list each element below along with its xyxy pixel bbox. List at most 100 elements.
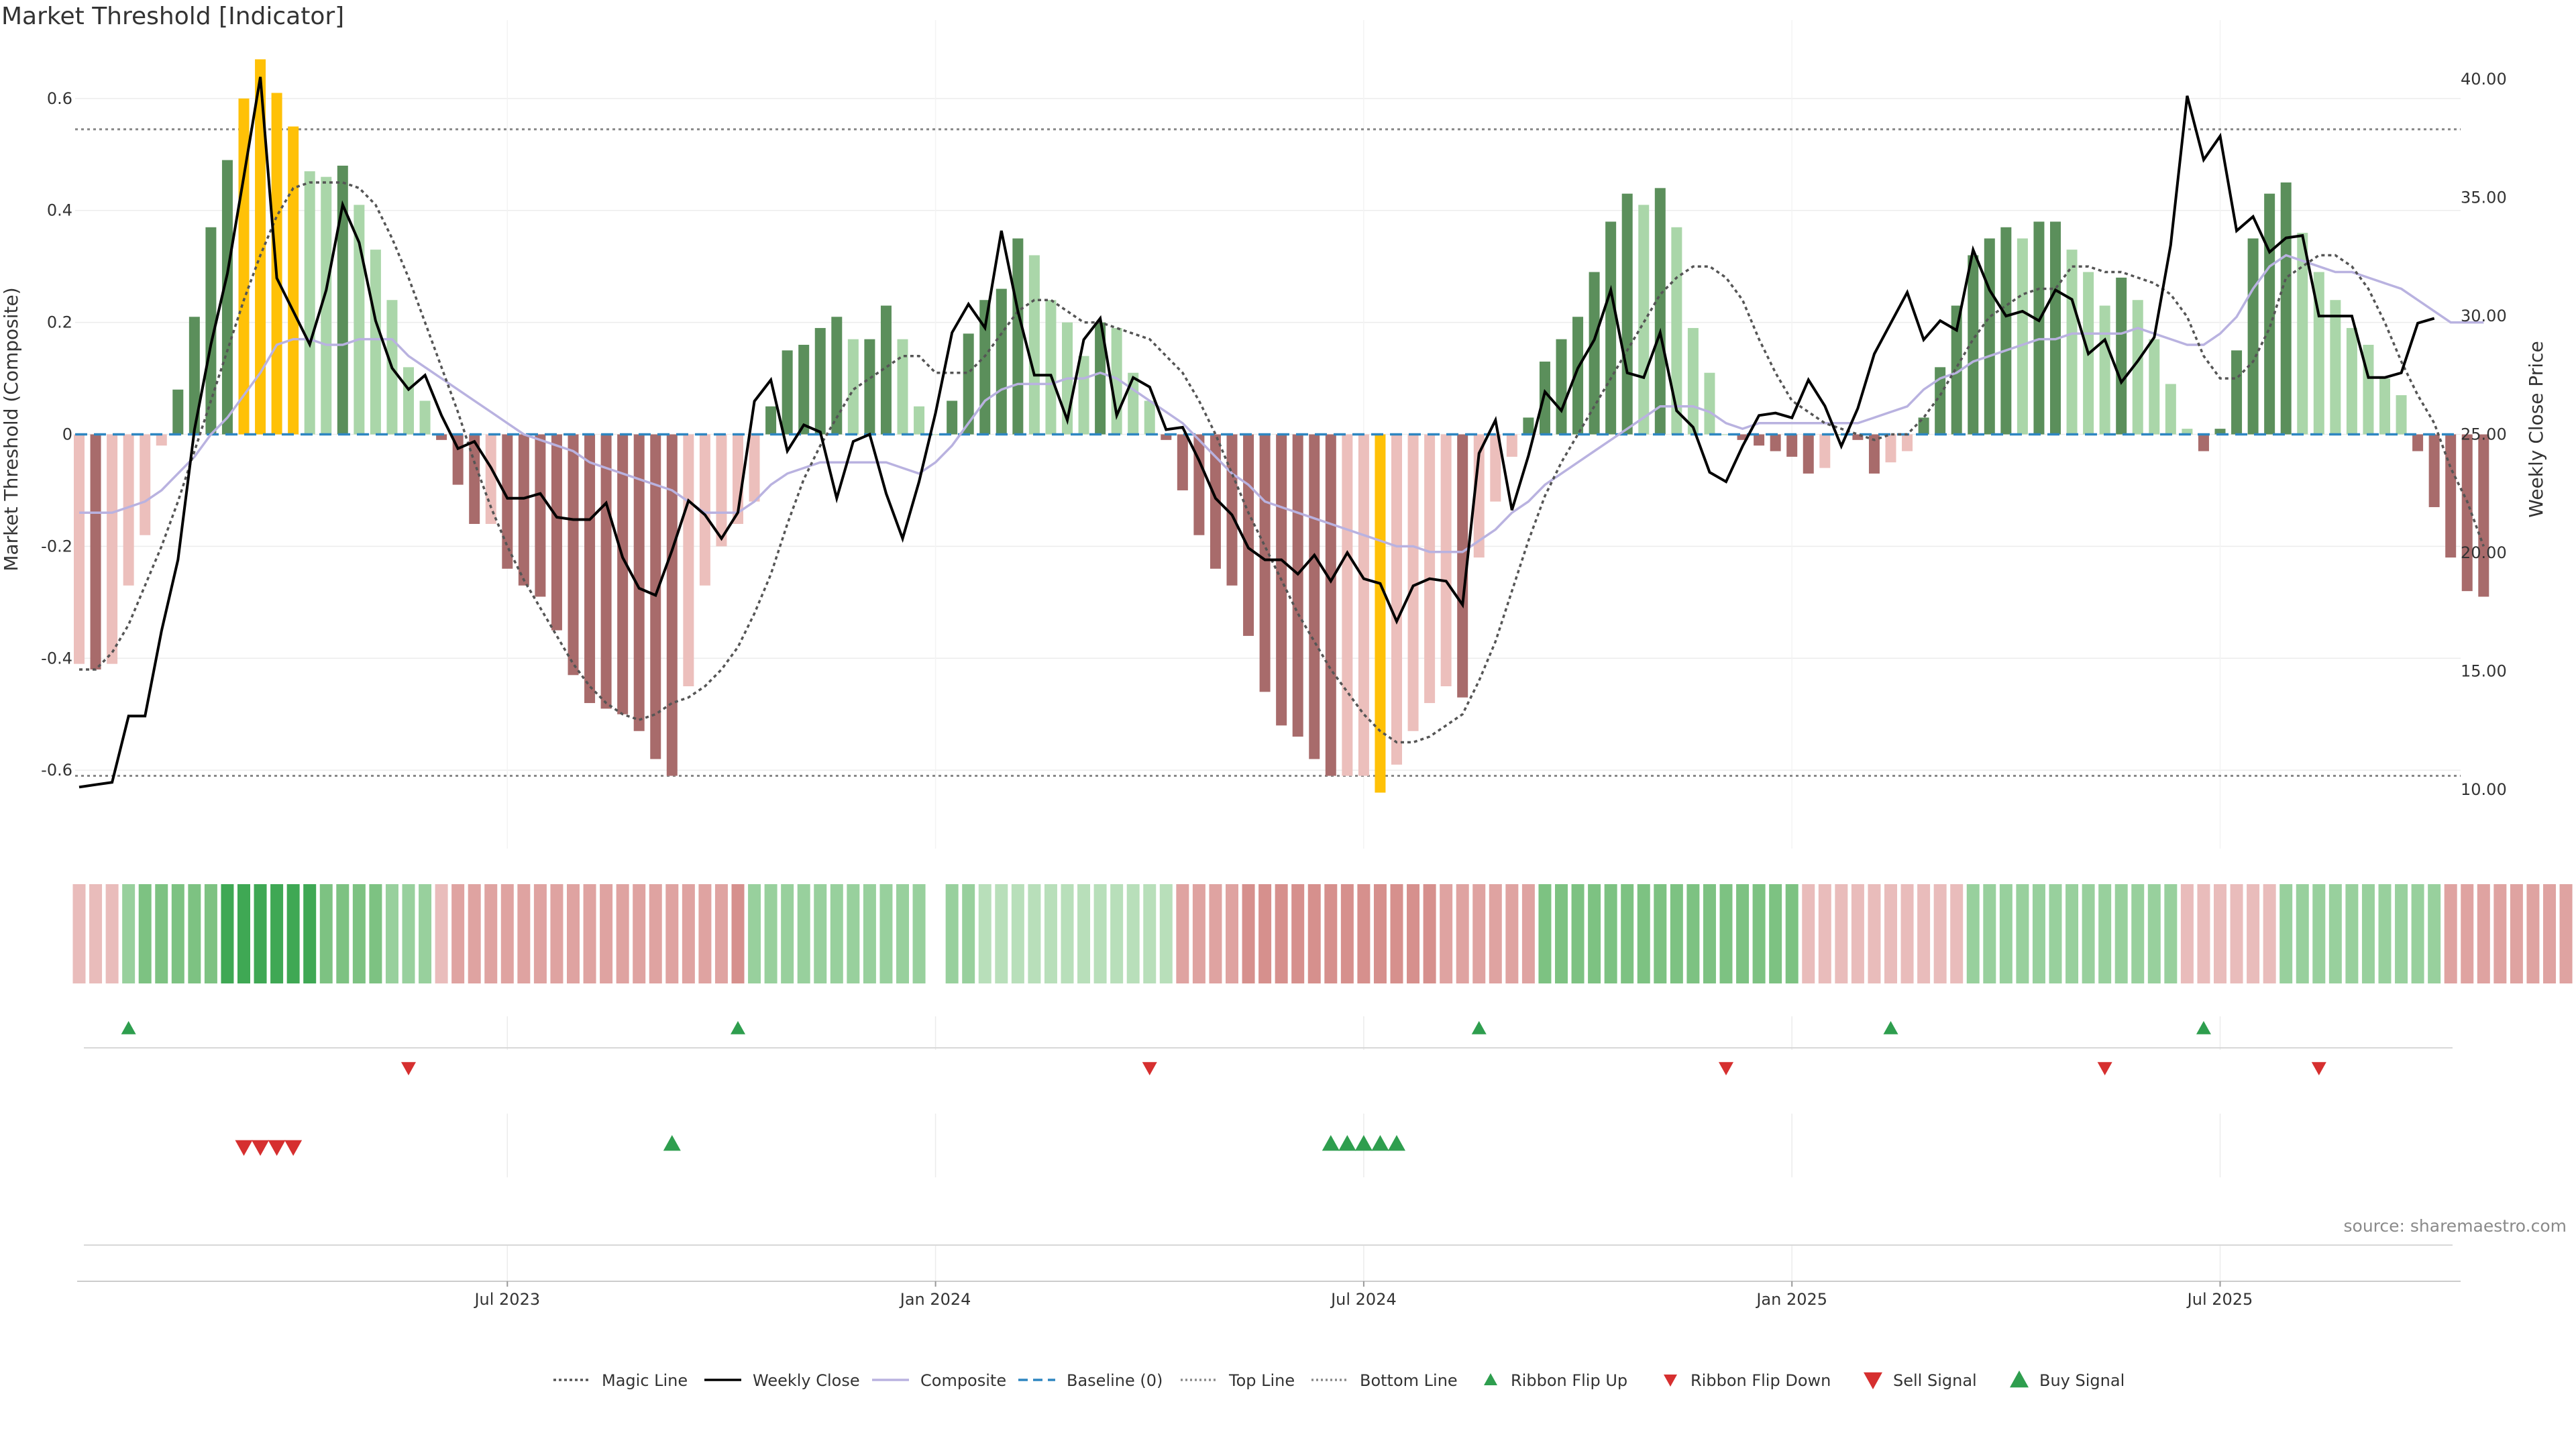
composite-bar (1885, 434, 1896, 463)
legend-marker (1664, 1375, 1677, 1387)
ribbon-cell (155, 884, 168, 983)
ribbon-cell (1933, 884, 1947, 983)
ribbon-cell (2016, 884, 2029, 983)
ribbon-cell (484, 884, 498, 983)
legend-marker (2010, 1371, 2029, 1388)
composite-bar (1375, 434, 1386, 793)
composite-bar (2132, 300, 2143, 435)
ribbon-cell (1044, 884, 1057, 983)
ribbon-cell (72, 884, 86, 983)
ribbon-cell (879, 884, 893, 983)
ribbon-cell (1489, 884, 1502, 983)
composite-bar (2050, 221, 2061, 435)
composite-bar (2346, 327, 2357, 435)
ribbon-cell (1126, 884, 1140, 983)
composite-bar (2313, 272, 2324, 435)
ribbon-flip-panel (84, 1021, 2453, 1075)
composite-bar (1572, 317, 1584, 435)
composite-bar (354, 205, 365, 435)
ribbon-flip-down-marker (1142, 1062, 1157, 1075)
ribbon-cell (2247, 884, 2260, 983)
composite-bar (2033, 221, 2045, 435)
composite-bar (255, 59, 266, 435)
ribbon-cell (682, 884, 695, 983)
ribbon-flip-up-marker (1471, 1021, 1487, 1034)
ribbon-cell (352, 884, 366, 983)
ribbon-cell (1192, 884, 1205, 983)
composite-bar (1523, 417, 1534, 435)
ribbon-cell (468, 884, 481, 983)
ribbon-cell (402, 884, 415, 983)
composite-bar (1605, 221, 1617, 435)
ribbon-cell (2049, 884, 2062, 983)
composite-bar (1161, 434, 1172, 440)
ribbon-cell (2197, 884, 2210, 983)
composite-bar (617, 434, 629, 714)
composite-bar (2396, 395, 2407, 435)
ribbon-cell (451, 884, 465, 983)
composite-bar (2428, 434, 2440, 507)
composite-bar (2017, 238, 2028, 435)
legend-label: Ribbon Flip Down (1690, 1371, 1831, 1390)
composite-bar (288, 126, 299, 435)
ribbon-cell (665, 884, 679, 983)
ribbon-cell (978, 884, 991, 983)
y-right-tick-label: 40.00 (2461, 70, 2507, 89)
y-right-tick-label: 35.00 (2461, 189, 2507, 207)
buy-signal-marker (1388, 1135, 1405, 1151)
ribbon-cell (2559, 884, 2573, 983)
composite-bar (2461, 434, 2473, 592)
legend-label: Buy Signal (2039, 1371, 2125, 1390)
legend-marker (1864, 1372, 1882, 1389)
ribbon-cell (2345, 884, 2359, 983)
ribbon-cell (945, 884, 959, 983)
composite-bar (716, 434, 727, 547)
ribbon-cell (1950, 884, 1964, 983)
buy-signal-marker (1338, 1135, 1356, 1151)
ribbon-cell (830, 884, 843, 983)
ribbon-cell (188, 884, 201, 983)
ribbon-cell (1785, 884, 1799, 983)
ribbon-cell (138, 884, 152, 983)
composite-bar (1754, 434, 1765, 446)
composite-bar (419, 400, 431, 435)
composite-bar (1968, 255, 1979, 435)
composite-bar (1539, 362, 1550, 435)
axes: -0.6 -0.4 -0.2 0 0.2 0.4 0.6 10.00 15.00 20.00 25.… (0, 70, 2547, 799)
x-tick-label: Jul 2023 (473, 1290, 540, 1309)
ribbon-flip-up-marker (121, 1021, 136, 1034)
composite-bar (189, 317, 200, 435)
y-right-tick-label: 15.00 (2461, 661, 2507, 680)
y-right-tick-label: 10.00 (2461, 780, 2507, 799)
ribbon-cell (2214, 884, 2226, 983)
ribbon-cell (435, 884, 448, 983)
y-left-tick-label: 0 (62, 425, 72, 444)
y-left-tick-label: 0.4 (47, 201, 72, 220)
ribbon-cell (896, 884, 909, 983)
ribbon-cell (1851, 884, 1864, 983)
legend-label: Baseline (0) (1067, 1371, 1163, 1390)
ribbon-cell (616, 884, 629, 983)
ribbon-cell (1242, 884, 1255, 983)
ribbon-cell (1538, 884, 1552, 983)
composite-bar (633, 434, 645, 731)
composite-bar (502, 434, 513, 569)
ribbon-cell (583, 884, 596, 983)
composite-bar (74, 434, 85, 664)
ribbon-cell (2361, 884, 2375, 983)
ribbon-cell (2510, 884, 2523, 983)
ribbon-cell (319, 884, 333, 983)
composite-bar (600, 434, 612, 709)
composite-bar (1556, 339, 1567, 435)
ribbon-cell (1143, 884, 1157, 983)
composite-bar (1786, 434, 1798, 457)
ribbon-cell (1752, 884, 1766, 983)
composite-bar (238, 98, 250, 435)
composite-bar (1951, 305, 1962, 435)
composite-bar (1193, 434, 1205, 535)
ribbon-cell (2312, 884, 2326, 983)
ribbon-cell (1588, 884, 1601, 983)
ribbon-cell (419, 884, 432, 983)
composite-bar (321, 176, 332, 435)
composite-bar (1292, 434, 1303, 737)
